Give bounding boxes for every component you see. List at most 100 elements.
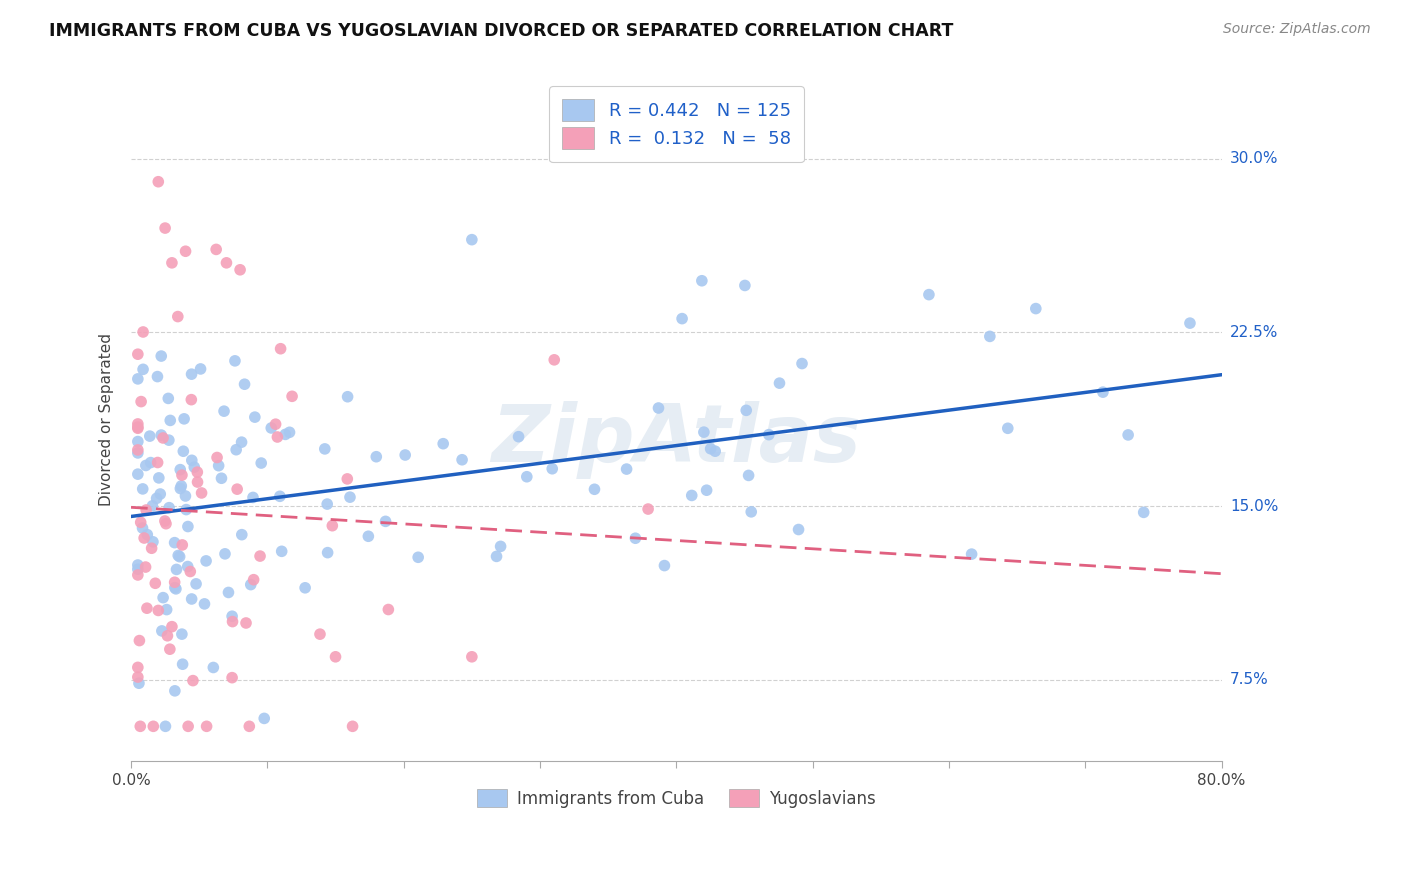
Point	[406, 550, 429, 565]
Point	[270, 342, 292, 356]
Point	[174, 489, 197, 503]
Point	[737, 468, 759, 483]
Point	[193, 597, 215, 611]
Point	[150, 624, 173, 638]
Point	[281, 389, 304, 403]
Point	[163, 683, 186, 698]
Point	[231, 435, 253, 450]
Point	[156, 602, 179, 616]
Point	[180, 453, 202, 467]
Point	[214, 547, 236, 561]
Point	[239, 577, 262, 591]
Point	[270, 544, 292, 558]
Point	[221, 615, 243, 629]
Point	[129, 394, 152, 409]
Point	[153, 221, 176, 235]
Point	[127, 562, 149, 576]
Point	[215, 256, 238, 270]
Point	[699, 442, 721, 456]
Point	[127, 434, 149, 449]
Point	[127, 568, 149, 582]
Point	[180, 367, 202, 381]
Point	[243, 410, 266, 425]
Point	[160, 256, 183, 270]
Point	[142, 534, 165, 549]
Point	[997, 421, 1019, 435]
Point	[758, 427, 780, 442]
Point	[489, 540, 512, 554]
Point	[229, 262, 252, 277]
Point	[316, 497, 339, 511]
Point	[150, 428, 173, 442]
Point	[211, 471, 233, 485]
Point	[1025, 301, 1047, 316]
Point	[127, 660, 149, 674]
Point	[314, 442, 336, 456]
Point	[264, 417, 287, 432]
Point	[134, 531, 156, 545]
Point	[131, 521, 153, 535]
Point	[979, 329, 1001, 343]
Point	[235, 615, 257, 630]
Point	[202, 660, 225, 674]
Point	[179, 565, 201, 579]
Point	[336, 472, 359, 486]
Point	[461, 233, 484, 247]
Point	[1132, 505, 1154, 519]
Point	[316, 546, 339, 560]
Point	[160, 620, 183, 634]
Point	[156, 629, 179, 643]
Point	[321, 518, 343, 533]
Point	[269, 489, 291, 503]
Point	[195, 719, 218, 733]
Point	[224, 354, 246, 368]
Point	[169, 549, 191, 564]
Point	[624, 531, 647, 545]
Point	[432, 436, 454, 450]
Text: Source: ZipAtlas.com: Source: ZipAtlas.com	[1223, 22, 1371, 37]
Point	[190, 486, 212, 500]
Point	[145, 491, 167, 506]
Point	[242, 573, 264, 587]
Point	[740, 505, 762, 519]
Point	[336, 390, 359, 404]
Point	[734, 278, 756, 293]
Point	[148, 603, 170, 617]
Point	[177, 559, 200, 574]
Point	[128, 676, 150, 690]
Point	[169, 482, 191, 496]
Point	[253, 711, 276, 725]
Point	[128, 633, 150, 648]
Point	[1178, 316, 1201, 330]
Point	[166, 310, 188, 324]
Point	[184, 577, 207, 591]
Point	[135, 458, 157, 473]
Point	[266, 430, 288, 444]
Point	[163, 575, 186, 590]
Point	[186, 465, 208, 479]
Point	[177, 719, 200, 733]
Point	[233, 377, 256, 392]
Point	[135, 503, 157, 517]
Point	[704, 444, 727, 458]
Point	[208, 458, 231, 473]
Point	[146, 369, 169, 384]
Point	[181, 673, 204, 688]
Point	[127, 558, 149, 572]
Point	[231, 527, 253, 541]
Point	[139, 429, 162, 443]
Point	[696, 483, 718, 498]
Point	[690, 274, 713, 288]
Text: 7.5%: 7.5%	[1230, 673, 1268, 688]
Text: 30.0%: 30.0%	[1230, 151, 1278, 166]
Point	[543, 352, 565, 367]
Point	[681, 488, 703, 502]
Point	[174, 502, 197, 516]
Point	[325, 649, 347, 664]
Point	[960, 547, 983, 561]
Point	[918, 287, 941, 301]
Point	[142, 719, 165, 733]
Point	[136, 527, 159, 541]
Point	[768, 376, 790, 391]
Point	[225, 442, 247, 457]
